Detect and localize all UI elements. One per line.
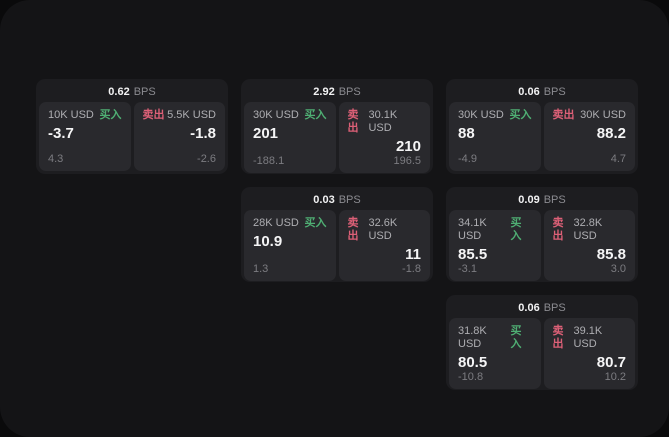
bps-header: 0.06 BPS (449, 82, 635, 102)
bps-value: 0.06 (518, 86, 540, 98)
buy-price: 80.5 (458, 354, 488, 371)
buy-delta: 4.3 (48, 153, 64, 165)
bps-unit-label: BPS (338, 194, 361, 206)
sell-delta: -1.8 (402, 263, 421, 275)
buy-badge: 买入 (99, 109, 122, 121)
sell-badge: 卖出 (347, 109, 359, 134)
buy-price: 85.5 (458, 246, 488, 263)
sell-delta: 4.7 (610, 153, 626, 165)
sell-price: 85.8 (596, 246, 626, 263)
bps-value: 0.62 (108, 86, 130, 98)
sell-panel[interactable]: 卖出 39.1K USD 80.7 10.2 (543, 318, 635, 389)
sell-badge: 卖出 (552, 109, 575, 121)
sell-badge: 卖出 (552, 325, 564, 350)
sell-amount: 5.5K USD (167, 109, 216, 121)
quote-card: 0.62 BPS 10K USD 买入 -3.7 4.3 卖出 5.5K USD (36, 79, 228, 174)
buy-panel[interactable]: 28K USD 买入 10.9 1.3 (244, 210, 336, 281)
bps-unit-label: BPS (543, 194, 566, 206)
buy-amount: 31.8K USD (458, 325, 487, 350)
sell-badge: 卖出 (347, 217, 359, 242)
buy-amount: 30K USD (458, 109, 504, 121)
sell-panel[interactable]: 卖出 32.8K USD 85.8 3.0 (543, 210, 635, 281)
quote-cards-grid: 0.62 BPS 10K USD 买入 -3.7 4.3 卖出 5.5K USD (36, 79, 638, 390)
sell-delta: 196.5 (393, 155, 421, 167)
bps-header: 2.92 BPS (244, 82, 430, 102)
sell-price: 210 (395, 138, 421, 155)
sell-amount: 30.1K USD (368, 109, 398, 134)
sell-price: -1.8 (190, 125, 216, 142)
sell-price: 11 (405, 246, 421, 263)
bps-header: 0.62 BPS (39, 82, 225, 102)
buy-panel[interactable]: 31.8K USD 买入 80.5 -10.8 (449, 318, 541, 389)
buy-delta: 1.3 (253, 263, 269, 275)
buy-panel[interactable]: 10K USD 买入 -3.7 4.3 (39, 102, 131, 171)
buy-price: 201 (253, 125, 279, 142)
sell-panel[interactable]: 卖出 5.5K USD -1.8 -2.6 (133, 102, 225, 171)
bps-unit-label: BPS (543, 86, 566, 98)
quote-card: 0.06 BPS 31.8K USD 买入 80.5 -10.8 卖出 39.1… (446, 295, 638, 390)
sell-price: 88.2 (596, 125, 626, 142)
buy-amount: 28K USD (253, 217, 299, 229)
buy-price: -3.7 (48, 125, 74, 142)
buy-badge: 买入 (304, 109, 327, 121)
bps-value: 0.09 (518, 194, 540, 206)
buy-price: 88 (458, 125, 475, 142)
sell-amount: 32.6K USD (368, 217, 398, 242)
buy-panel[interactable]: 30K USD 买入 88 -4.9 (449, 102, 541, 171)
sell-badge: 卖出 (552, 217, 564, 242)
quote-card: 0.09 BPS 34.1K USD 买入 85.5 -3.1 卖出 32.8K… (446, 187, 638, 282)
buy-delta: -188.1 (253, 155, 285, 167)
quote-card: 0.03 BPS 28K USD 买入 10.9 1.3 卖出 32.6K US… (241, 187, 433, 282)
quote-card: 2.92 BPS 30K USD 买入 201 -188.1 卖出 30.1K … (241, 79, 433, 174)
sell-delta: 3.0 (610, 263, 626, 275)
bps-unit-label: BPS (543, 302, 566, 314)
bps-value: 0.03 (313, 194, 335, 206)
bps-unit-label: BPS (338, 86, 361, 98)
bps-header: 0.06 BPS (449, 298, 635, 318)
buy-price: 10.9 (253, 233, 283, 250)
bps-value: 2.92 (313, 86, 335, 98)
bps-unit-label: BPS (133, 86, 156, 98)
bps-header: 0.03 BPS (244, 190, 430, 210)
buy-badge: 买入 (510, 217, 522, 242)
quote-card: 0.06 BPS 30K USD 买入 88 -4.9 卖出 30K USD (446, 79, 638, 174)
sell-panel[interactable]: 卖出 30K USD 88.2 4.7 (543, 102, 635, 171)
buy-delta: -10.8 (458, 371, 484, 383)
sell-delta: 10.2 (604, 371, 626, 383)
buy-delta: -3.1 (458, 263, 477, 275)
sell-panel[interactable]: 卖出 30.1K USD 210 196.5 (338, 102, 430, 173)
bps-header: 0.09 BPS (449, 190, 635, 210)
buy-panel[interactable]: 30K USD 买入 201 -188.1 (244, 102, 336, 173)
buy-amount: 30K USD (253, 109, 299, 121)
sell-badge: 卖出 (142, 109, 165, 121)
buy-badge: 买入 (304, 217, 327, 229)
sell-amount: 39.1K USD (573, 325, 603, 350)
sell-amount: 32.8K USD (573, 217, 603, 242)
buy-badge: 买入 (510, 325, 522, 350)
sell-panel[interactable]: 卖出 32.6K USD 11 -1.8 (338, 210, 430, 281)
buy-amount: 34.1K USD (458, 217, 487, 242)
buy-badge: 买入 (509, 109, 532, 121)
bps-value: 0.06 (518, 302, 540, 314)
sell-delta: -2.6 (197, 153, 216, 165)
buy-amount: 10K USD (48, 109, 94, 121)
buy-panel[interactable]: 34.1K USD 买入 85.5 -3.1 (449, 210, 541, 281)
buy-delta: -4.9 (458, 153, 477, 165)
sell-amount: 30K USD (580, 109, 626, 121)
sell-price: 80.7 (596, 354, 626, 371)
